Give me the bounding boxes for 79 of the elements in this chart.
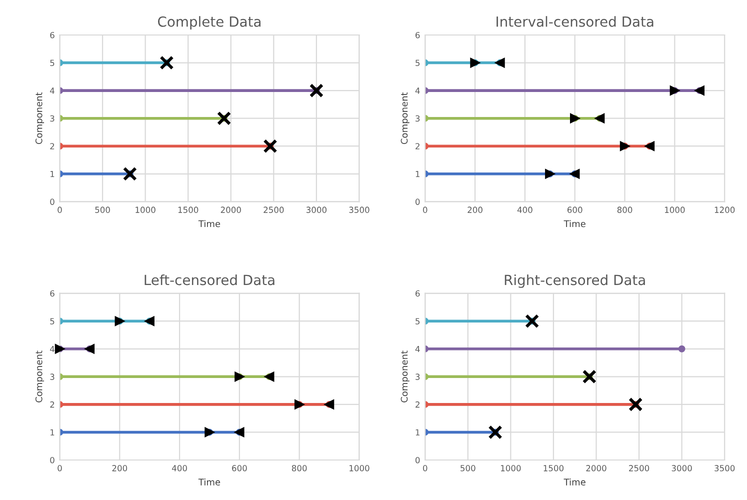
- point: [488, 425, 502, 440]
- y-tick-label: 0: [50, 456, 54, 464]
- x-tick-label: 1000: [500, 465, 521, 472]
- y-tick-label: 1: [50, 170, 54, 178]
- y-tick-label: 6: [50, 32, 54, 38]
- x-tick-label: 800: [292, 465, 307, 472]
- y-tick-label: 5: [50, 60, 54, 66]
- y-tick-label: 4: [415, 88, 420, 94]
- y-tick-label: 0: [416, 456, 420, 464]
- x-tick-label: 1000: [136, 206, 156, 213]
- x-tick-label: 0: [58, 206, 62, 213]
- y-tick-label: 2: [50, 143, 54, 150]
- y-tick-label: 1: [416, 170, 420, 178]
- point: [309, 83, 324, 98]
- y-axis-title: Component: [35, 350, 44, 402]
- x-tick-label: 1000: [350, 465, 370, 472]
- y-axis-title: Component: [35, 92, 44, 144]
- y-tick-label: 5: [416, 60, 420, 66]
- x-tick-label: 600: [567, 206, 582, 213]
- y-tick-label: 3: [50, 374, 54, 380]
- chart-title: Complete Data: [158, 16, 260, 30]
- x-tick-label: 3000: [672, 465, 692, 472]
- y-tick-label: 4: [50, 346, 54, 352]
- x-tick-label: 2500: [629, 465, 650, 472]
- y-tick-label: 3: [416, 374, 420, 380]
- x-tick-label: 400: [172, 465, 187, 472]
- x-tick-label: 3500: [714, 465, 735, 472]
- x-tick-label: 3500: [349, 206, 370, 213]
- y-tick-label: 4: [50, 88, 54, 94]
- y-tick-label: 2: [50, 401, 54, 408]
- y-tick-label: 1: [50, 429, 54, 436]
- y-tick-label: 3: [50, 115, 54, 122]
- y-tick-label: 6: [50, 290, 54, 297]
- chart-title: Left-censored Data: [144, 274, 274, 286]
- x-tick-label: 1200: [714, 206, 735, 213]
- point: [524, 314, 540, 328]
- point: [216, 111, 232, 126]
- point: [122, 166, 138, 181]
- x-tick-label: 500: [95, 206, 110, 213]
- point: [582, 370, 596, 384]
- x-tick-label: 0: [423, 465, 428, 472]
- y-axis-title: Component: [400, 350, 410, 402]
- y-tick-label: 5: [50, 318, 54, 324]
- y-tick-label: 6: [416, 290, 420, 297]
- x-axis-title: Time: [564, 220, 586, 228]
- x-tick-label: 800: [617, 206, 632, 213]
- x-tick-label: 200: [468, 206, 482, 213]
- chart-title: Right-censored Data: [504, 274, 645, 288]
- y-tick-label: 1: [416, 429, 420, 436]
- x-tick-label: 2000: [586, 465, 606, 472]
- y-tick-label: 3: [416, 115, 420, 122]
- point: [263, 139, 278, 154]
- x-tick-label: 200: [112, 465, 128, 472]
- point: [628, 397, 643, 412]
- y-tick-label: 0: [416, 198, 420, 205]
- x-tick-label: 0: [423, 206, 428, 213]
- x-tick-label: 400: [517, 206, 532, 213]
- x-tick-label: 2000: [220, 206, 241, 213]
- y-tick-label: 4: [415, 346, 420, 352]
- y-axis-title: Component: [400, 92, 410, 144]
- y-tick-label: 0: [50, 198, 54, 205]
- x-axis-title: Time: [198, 220, 220, 228]
- x-tick-label: 3000: [306, 206, 326, 213]
- point: [160, 56, 174, 70]
- y-tick-label: 6: [416, 32, 420, 38]
- x-tick-label: 1500: [178, 206, 198, 213]
- point: [54, 344, 65, 354]
- x-axis-title: Time: [564, 478, 586, 486]
- x-tick-label: 500: [460, 465, 476, 472]
- y-tick-label: 2: [416, 143, 420, 150]
- x-tick-label: 2500: [264, 206, 284, 213]
- x-tick-label: 600: [232, 465, 247, 472]
- y-tick-label: 2: [416, 401, 420, 408]
- chart-title: Interval-censored Data: [496, 16, 654, 27]
- x-tick-label: 0: [58, 465, 62, 472]
- x-tick-label: 1000: [664, 206, 685, 213]
- y-tick-label: 5: [416, 318, 420, 324]
- x-tick-label: 1500: [544, 465, 564, 472]
- x-axis-title: Time: [198, 478, 220, 486]
